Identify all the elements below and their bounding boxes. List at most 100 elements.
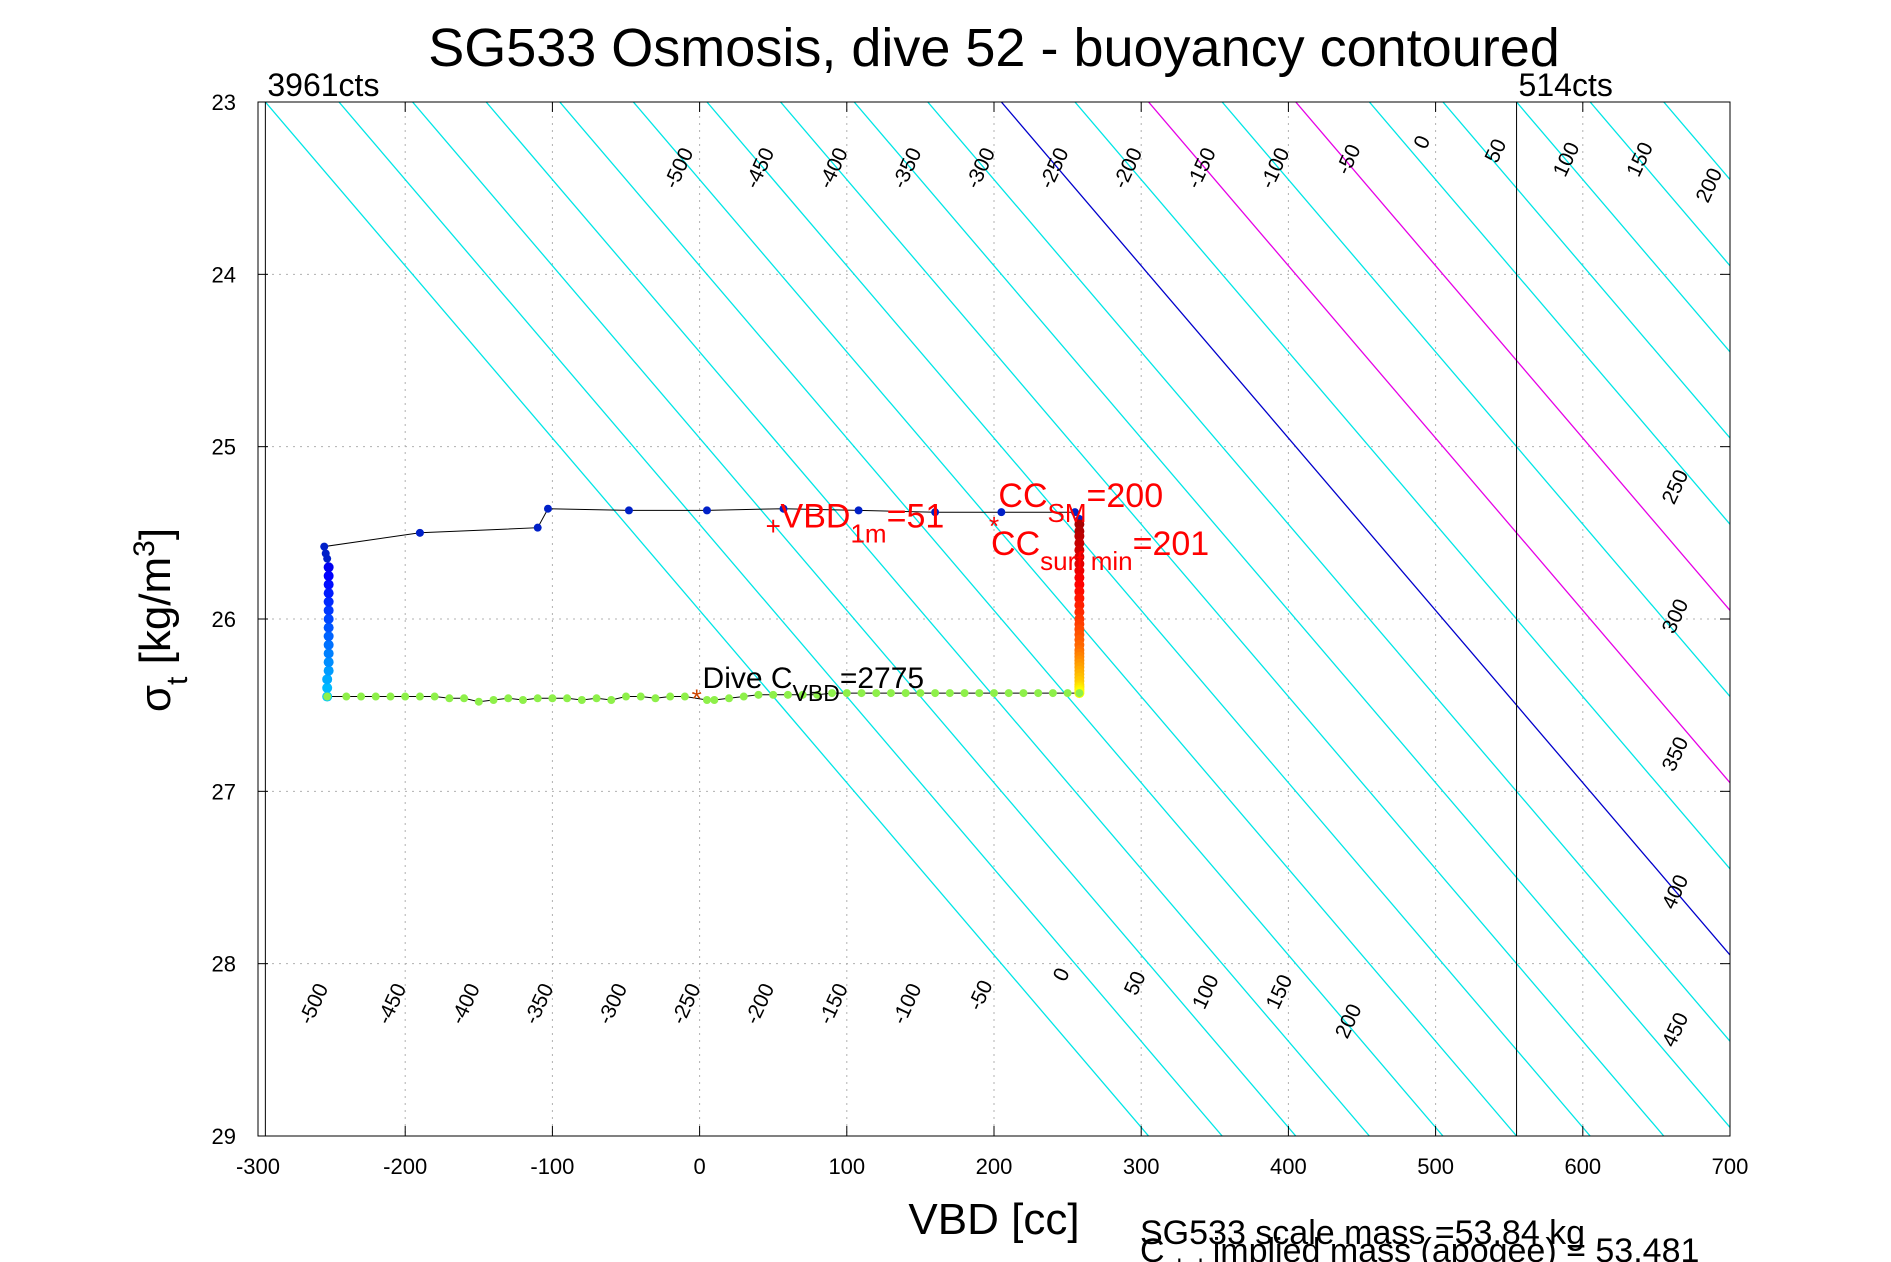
- contour-label: 450: [1658, 1009, 1694, 1050]
- data-point: [1074, 519, 1085, 530]
- data-point: [1074, 600, 1085, 611]
- y-tick-label: 25: [212, 435, 236, 460]
- data-point: [518, 695, 527, 704]
- data-point: [1063, 689, 1072, 698]
- data-point: [1074, 593, 1085, 604]
- data-point: [710, 695, 719, 704]
- data-point: [357, 692, 366, 701]
- contour-label: -450: [741, 144, 780, 192]
- data-point: [769, 690, 778, 699]
- data-point: [872, 689, 881, 698]
- x-tick-label: 100: [828, 1154, 865, 1179]
- contour-line: [1221, 102, 1730, 698]
- data-point: [386, 692, 395, 701]
- contour-label: -100: [1256, 144, 1295, 192]
- x-tick-label: -300: [236, 1154, 280, 1179]
- data-point: [323, 614, 334, 624]
- contour-line: [412, 102, 1297, 1136]
- data-point: [322, 674, 333, 685]
- data-point: [651, 694, 660, 703]
- marker-symbol: *: [989, 511, 999, 541]
- data-point: [1074, 531, 1085, 542]
- data-point: [997, 508, 1006, 517]
- contour-label: 50: [1481, 136, 1512, 167]
- data-point: [702, 695, 711, 704]
- data-point: [460, 694, 469, 703]
- data-point: [1074, 545, 1085, 556]
- marker-symbol: +: [766, 511, 781, 541]
- contour-line: [1442, 102, 1730, 440]
- contour-label: 350: [1658, 733, 1694, 774]
- y-tick-label: 24: [212, 262, 236, 287]
- x-tick-label: -200: [383, 1154, 427, 1179]
- contour-line: [338, 102, 1223, 1136]
- data-point: [931, 508, 940, 517]
- y-tick-label: 28: [212, 952, 236, 977]
- data-point: [323, 692, 332, 701]
- data-point: [1074, 558, 1085, 569]
- data-point: [1074, 551, 1085, 562]
- contour-line: [1148, 102, 1730, 784]
- contour-label: 0: [1409, 132, 1435, 152]
- contour-line: [1000, 102, 1730, 957]
- data-point: [1074, 586, 1085, 597]
- data-point: [725, 694, 734, 703]
- data-point: [577, 695, 586, 704]
- y-tick-label: 27: [212, 779, 236, 804]
- x-tick-label: -100: [530, 1154, 574, 1179]
- data-point: [828, 689, 837, 698]
- data-point: [563, 694, 572, 703]
- y-tick-label: 29: [212, 1124, 236, 1149]
- data-point: [323, 562, 334, 573]
- contour-label: -200: [1109, 144, 1148, 192]
- data-point: [543, 504, 552, 513]
- contour-label: 0: [1049, 965, 1075, 985]
- count-label: 514cts: [1519, 67, 1613, 103]
- data-point: [1070, 508, 1079, 517]
- data-point: [702, 506, 711, 515]
- contour-line: [927, 102, 1730, 1043]
- data-point: [1074, 565, 1085, 576]
- x-tick-label: 500: [1417, 1154, 1454, 1179]
- data-point: [1075, 689, 1084, 698]
- x-tick-label: 0: [693, 1154, 705, 1179]
- data-point: [680, 692, 689, 701]
- data-point: [415, 692, 424, 701]
- contour-label: -50: [964, 977, 998, 1014]
- x-tick-label: 400: [1270, 1154, 1307, 1179]
- data-point: [1004, 689, 1013, 698]
- data-point: [323, 588, 334, 599]
- data-point: [504, 694, 513, 703]
- contour-line: [264, 102, 1150, 1136]
- y-axis-label: σt [kg/m3]: [128, 528, 194, 712]
- data-point: [401, 692, 410, 701]
- gridlines: [257, 101, 1731, 1137]
- contour-label: -400: [814, 144, 853, 192]
- data-point: [342, 692, 351, 701]
- contour-label: -300: [593, 980, 632, 1028]
- data-point: [622, 692, 630, 701]
- data-point: [323, 631, 334, 642]
- data-point: [320, 542, 329, 551]
- data-point: [754, 690, 763, 699]
- x-tick-label: 300: [1123, 1154, 1160, 1179]
- data-point: [783, 690, 792, 699]
- data-point: [321, 549, 330, 558]
- data-point: [1048, 689, 1057, 698]
- contour-label: 300: [1658, 596, 1694, 637]
- y-tick-label: 26: [212, 607, 236, 632]
- count-limit-lines: 3961cts 514cts: [264, 67, 1613, 1136]
- data-point: [931, 689, 940, 698]
- contour-label: 150: [1262, 971, 1298, 1012]
- data-point: [323, 579, 334, 590]
- data-point: [533, 523, 542, 532]
- data-point: [990, 689, 998, 698]
- contour-line: [1589, 102, 1730, 267]
- data-point: [1019, 689, 1028, 698]
- data-point: [624, 506, 633, 515]
- scale-mass-text: SG533 scale mass =53.84 kg: [1140, 1214, 1585, 1252]
- data-point: [916, 689, 925, 698]
- contour-label: -100: [888, 980, 927, 1028]
